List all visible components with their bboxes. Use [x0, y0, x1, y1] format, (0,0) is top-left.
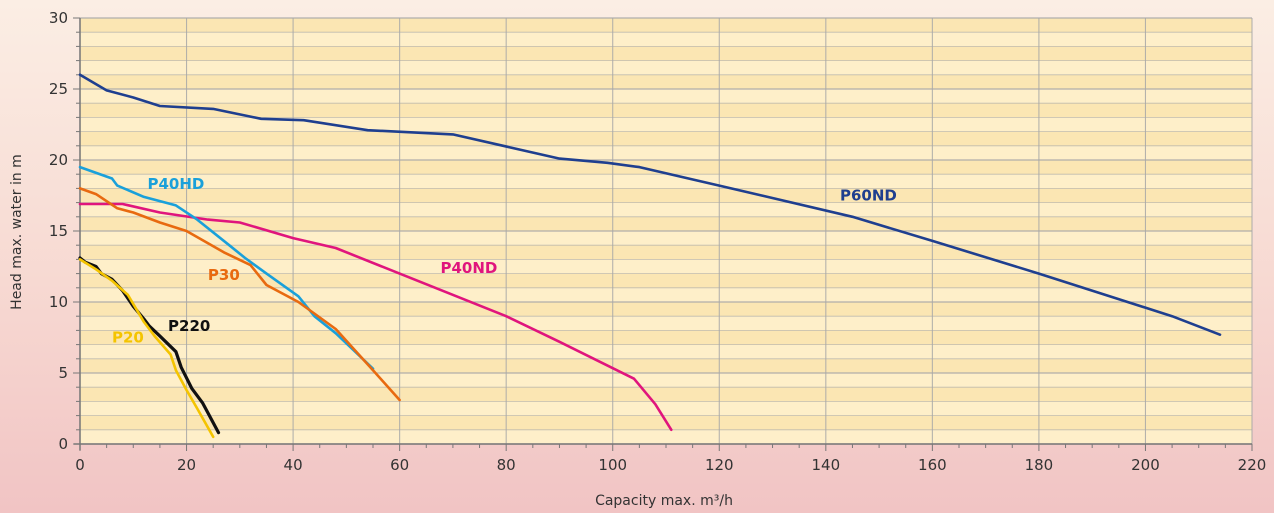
series-label-p30: P30 — [208, 266, 240, 284]
x-tick-label: 140 — [811, 456, 840, 474]
series-line-p20 — [78, 258, 215, 439]
plot-band — [80, 401, 1252, 416]
x-tick-label: 200 — [1131, 456, 1160, 474]
plot-band — [80, 60, 1252, 75]
x-tick-label: 0 — [75, 456, 85, 474]
plot-band — [80, 202, 1252, 217]
series-line-p30 — [78, 187, 401, 402]
series-line-p40hd — [78, 165, 375, 371]
x-tick-label: 40 — [284, 456, 303, 474]
y-tick-label: 0 — [58, 435, 68, 453]
series-label-p40nd: P40ND — [440, 259, 497, 277]
x-tick-label: 180 — [1025, 456, 1054, 474]
plot-band — [80, 429, 1252, 444]
axes — [74, 18, 1252, 450]
series-line-p220 — [78, 256, 221, 435]
series-label-p40hd: P40HD — [147, 175, 204, 193]
plot-band — [80, 145, 1252, 160]
series-lines — [78, 73, 1222, 439]
x-tick-label: 20 — [177, 456, 196, 474]
series-label-p220: P220 — [168, 317, 210, 335]
plot-band — [80, 89, 1252, 104]
y-tick-label: 15 — [49, 222, 68, 240]
series-label-p20: P20 — [112, 329, 144, 347]
plot-band — [80, 231, 1252, 246]
series-labels: P60ND P40ND P40HD P30 P220 P20 — [112, 175, 897, 346]
x-axis-title: Capacity max. m³/h — [595, 493, 733, 509]
x-tick-label: 220 — [1238, 456, 1267, 474]
x-tick-label: 120 — [705, 456, 734, 474]
plot-band — [80, 174, 1252, 189]
plot-band — [80, 373, 1252, 388]
y-axis-title: Head max. water in m — [9, 154, 25, 310]
y-tick-label: 30 — [49, 9, 68, 27]
x-tick-label: 160 — [918, 456, 947, 474]
plot-bands — [80, 32, 1252, 444]
y-axis-ticks: 0 5 10 15 20 25 30 — [49, 9, 80, 453]
series-line-p40nd — [78, 202, 673, 432]
y-tick-label: 10 — [49, 293, 68, 311]
x-axis-ticks: 0 20 40 60 80 100 120 140 160 180 200 220 — [75, 444, 1266, 474]
plot-band — [80, 344, 1252, 359]
plot-band — [80, 287, 1252, 302]
plot-band — [80, 117, 1252, 132]
plot-band — [80, 32, 1252, 47]
y-tick-label: 25 — [49, 80, 68, 98]
series-line-p60nd — [78, 73, 1222, 337]
plot-band — [80, 316, 1252, 331]
x-tick-label: 60 — [390, 456, 409, 474]
x-tick-label: 80 — [497, 456, 516, 474]
x-tick-label: 100 — [598, 456, 627, 474]
y-tick-label: 20 — [49, 151, 68, 169]
y-tick-label: 5 — [58, 364, 68, 382]
series-label-p60nd: P60ND — [840, 187, 897, 205]
